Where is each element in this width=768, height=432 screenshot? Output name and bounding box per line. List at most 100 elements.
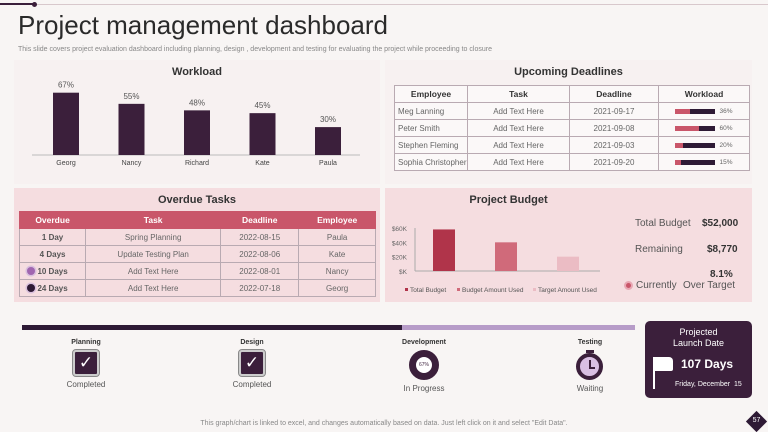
workload-title: Workload bbox=[172, 66, 222, 78]
bar-value-label: 30% bbox=[320, 115, 336, 124]
progress-ring-icon: 67% bbox=[409, 350, 439, 380]
status-dot-icon bbox=[27, 267, 35, 275]
overdue-cell: 1 Day bbox=[18, 228, 87, 246]
col-deadline: Deadline bbox=[220, 211, 300, 229]
overdue-title: Overdue Tasks bbox=[157, 194, 237, 206]
deadlines-title: Upcoming Deadlines bbox=[514, 66, 623, 78]
launch-date: Friday, December 15 bbox=[675, 381, 742, 388]
workload-bar bbox=[53, 92, 79, 155]
stage-status: In Progress bbox=[403, 384, 445, 393]
flag-icon bbox=[655, 357, 673, 371]
over-target-pct: 8.1% bbox=[710, 269, 733, 280]
employee-cell: Peter Smith bbox=[394, 119, 468, 137]
stage-status: Completed bbox=[66, 380, 106, 389]
task-cell: Add Text Here bbox=[467, 136, 570, 154]
category-label: Kate bbox=[255, 160, 270, 167]
col-employee: Employee bbox=[394, 85, 468, 103]
workload-chart[interactable]: 67% Georg 55% Nancy 48% Richard 45% Kate 30% Paul… bbox=[14, 60, 380, 184]
remaining-label: Remaining bbox=[635, 244, 683, 255]
employee-cell: Sophia Christopher bbox=[394, 153, 468, 171]
employee-cell: Georg bbox=[298, 279, 376, 297]
employee-cell: Meg Lanning bbox=[394, 102, 468, 120]
status-dot-icon bbox=[27, 284, 35, 292]
workload-bar bbox=[118, 103, 145, 155]
col-overdue: Overdue bbox=[18, 211, 87, 229]
table-header: Overdue Task Deadline Employee bbox=[18, 211, 376, 229]
table-row: Peter Smith Add Text Here 2021-09-08 60% bbox=[394, 119, 750, 137]
budget-bar bbox=[495, 242, 517, 271]
col-workload: Workload bbox=[658, 85, 750, 103]
y-tick-label: $20K bbox=[392, 255, 408, 262]
workload-bar bbox=[675, 159, 716, 165]
overdue-days: 24 Days bbox=[37, 283, 68, 293]
col-task: Task bbox=[85, 211, 222, 229]
checkbox-icon: ✓ bbox=[72, 349, 100, 377]
table-row: Sophia Christopher Add Text Here 2021-09… bbox=[394, 153, 750, 171]
deadlines-panel: Upcoming Deadlines Employee Task Deadlin… bbox=[385, 60, 752, 184]
overdue-cell: 10 Days bbox=[18, 262, 87, 280]
y-tick-label: $60K bbox=[392, 226, 408, 233]
employee-cell: Stephen Fleming bbox=[394, 136, 468, 154]
top-rule-dot bbox=[32, 2, 37, 7]
stage-name: Planning bbox=[71, 339, 101, 346]
bar-value-label: 45% bbox=[254, 101, 270, 110]
stage-development: Development 67% In Progress bbox=[374, 339, 474, 393]
workload-pct: 15% bbox=[719, 158, 733, 166]
deadline-cell: 2022-08-01 bbox=[220, 262, 300, 280]
deadline-cell: 2021-09-08 bbox=[569, 119, 659, 137]
total-budget-value: $52,000 bbox=[702, 218, 739, 229]
col-task: Task bbox=[467, 85, 570, 103]
bar-value-label: 55% bbox=[123, 92, 139, 101]
overdue-days: 10 Days bbox=[37, 266, 68, 276]
table-row: 4 Days Update Testing Plan 2022-08-06 Ka… bbox=[18, 245, 376, 263]
task-cell: Add Text Here bbox=[467, 119, 570, 137]
legend-label: Total Budget bbox=[410, 287, 446, 294]
budget-title: Project Budget bbox=[469, 194, 548, 206]
workload-cell: 20% bbox=[658, 136, 750, 154]
deadline-cell: 2021-09-20 bbox=[569, 153, 659, 171]
col-deadline: Deadline bbox=[569, 85, 659, 103]
legend-label: Budget Amount Used bbox=[462, 287, 524, 294]
legend-label: Target Amount Used bbox=[538, 287, 597, 294]
y-tick-label: $40K bbox=[392, 240, 408, 247]
stage-status: Waiting bbox=[576, 384, 604, 393]
workload-fill bbox=[675, 125, 700, 131]
category-label: Richard bbox=[185, 160, 209, 167]
overdue-table: Overdue Task Deadline Employee 1 Day Spr… bbox=[18, 211, 376, 297]
budget-panel: Project Budget $K $20K $40K $60K Total Budge… bbox=[385, 188, 752, 302]
top-rule bbox=[0, 4, 768, 5]
budget-bar bbox=[433, 229, 455, 271]
legend-swatch bbox=[457, 288, 460, 291]
workload-cell: 15% bbox=[658, 153, 750, 171]
page-title: Project management dashboard bbox=[18, 10, 389, 40]
footer-note: This graph/chart is linked to excel, and… bbox=[200, 420, 568, 427]
col-employee: Employee bbox=[298, 211, 376, 229]
table-row: 1 Day Spring Planning 2022-08-15 Paula bbox=[18, 228, 376, 246]
deadlines-table: Employee Task Deadline Workload Meg Lann… bbox=[394, 85, 750, 171]
status-dot-icon bbox=[624, 281, 633, 290]
category-label: Paula bbox=[319, 160, 337, 167]
currently-label: Currently bbox=[636, 280, 677, 291]
table-row: Stephen Fleming Add Text Here 2021-09-03… bbox=[394, 136, 750, 154]
employee-cell: Kate bbox=[298, 245, 376, 263]
remaining-value: $8,770 bbox=[707, 244, 738, 255]
workload-bar bbox=[675, 125, 716, 131]
stage-name: Testing bbox=[577, 339, 603, 346]
overdue-days: 1 Day bbox=[41, 232, 64, 242]
budget-chart[interactable]: $K $20K $40K $60K Total Budget Budget Amount … bbox=[385, 188, 615, 302]
bar-value-label: 67% bbox=[58, 81, 74, 90]
stage-name: Development bbox=[402, 339, 446, 346]
overdue-days: 4 Days bbox=[39, 249, 66, 259]
stage-status: Completed bbox=[232, 380, 272, 389]
task-cell: Add Text Here bbox=[467, 153, 570, 171]
category-label: Georg bbox=[56, 160, 76, 167]
workload-bar bbox=[184, 110, 210, 155]
bar-value-label: 48% bbox=[189, 98, 205, 107]
workload-bar bbox=[249, 113, 276, 155]
workload-cell: 36% bbox=[658, 102, 750, 120]
task-cell: Update Testing Plan bbox=[85, 245, 222, 263]
y-tick-label: $K bbox=[399, 269, 408, 276]
stage-planning: Planning ✓ Completed bbox=[36, 339, 136, 389]
workload-pct: 20% bbox=[719, 141, 733, 149]
table-header: Employee Task Deadline Workload bbox=[394, 85, 750, 103]
